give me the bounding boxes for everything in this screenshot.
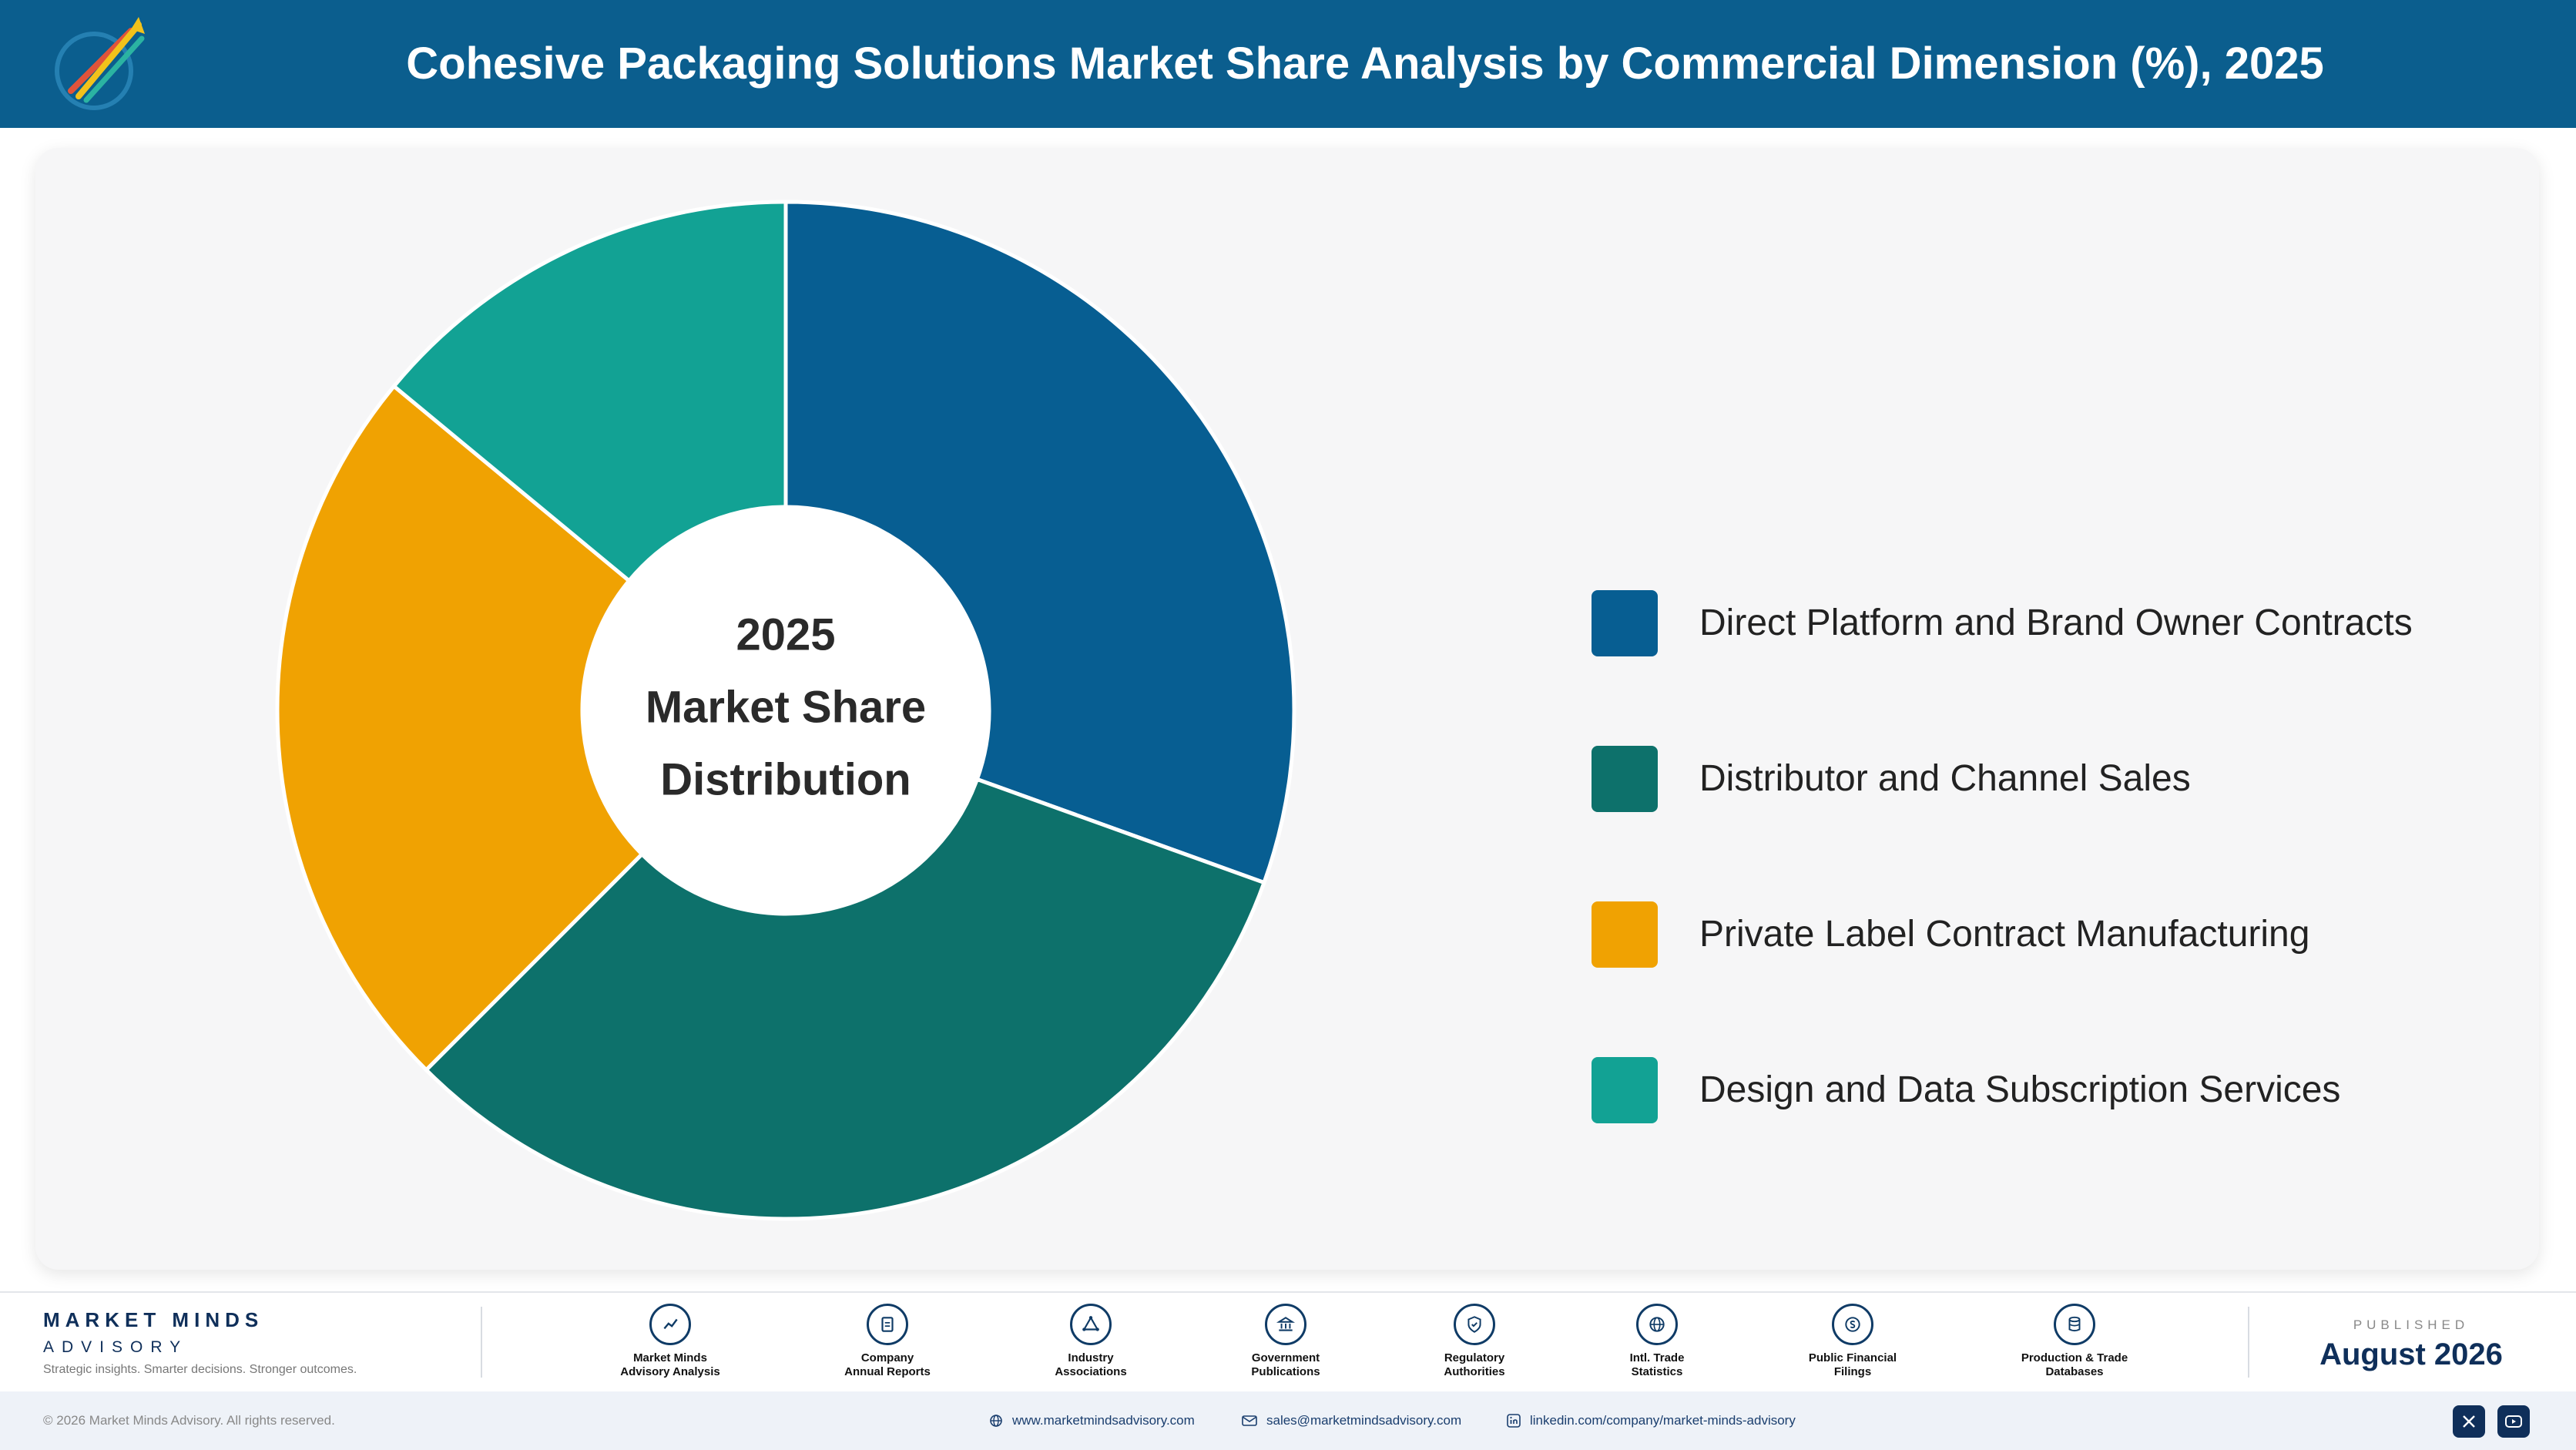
source-label: Market Minds Advisory Analysis: [620, 1351, 720, 1378]
linkedin-icon: [1507, 1414, 1521, 1428]
source-item: Regulatory Authorities: [1397, 1304, 1551, 1379]
rocket-logo-icon: [55, 17, 145, 110]
source-label: Government Publications: [1251, 1351, 1320, 1378]
globe-icon: [1636, 1304, 1678, 1345]
email-link[interactable]: sales@marketmindsadvisory.com: [1242, 1391, 1461, 1450]
source-label: Regulatory Authorities: [1444, 1351, 1505, 1378]
center-label-line-1: 2025: [736, 609, 835, 660]
legend-label: Private Label Contract Manufacturing: [1699, 914, 2310, 955]
globe-icon: [990, 1415, 1002, 1427]
mail-icon: [1242, 1415, 1257, 1426]
header-bar: Cohesive Packaging Solutions Market Shar…: [0, 0, 2576, 128]
trend-chart-icon: [649, 1304, 691, 1345]
donut-hole: [582, 507, 989, 914]
linkedin-text: linkedin.com/company/market-minds-adviso…: [1530, 1413, 1796, 1428]
source-item: Intl. Trade Statistics: [1580, 1304, 1734, 1379]
footer-divider: [481, 1307, 482, 1378]
center-label-line-2: Market Share: [646, 682, 926, 732]
document-icon: [867, 1304, 908, 1345]
database-icon: [2054, 1304, 2095, 1345]
footer: MARKET MINDS ADVISORY Strategic insights…: [0, 1291, 2576, 1393]
legend-label: Direct Platform and Brand Owner Contract…: [1699, 602, 2413, 643]
brand-name: MARKET MINDS: [43, 1308, 264, 1331]
legend-swatch: [1592, 746, 1658, 812]
source-label: Intl. Trade Statistics: [1629, 1351, 1685, 1378]
bottom-bar: © 2026 Market Minds Advisory. All rights…: [0, 1391, 2576, 1450]
source-label: Production & Trade Databases: [2021, 1351, 2128, 1378]
source-item: Public Financial Filings: [1776, 1304, 1930, 1379]
legend-label: Design and Data Subscription Services: [1699, 1069, 2341, 1110]
website-link[interactable]: www.marketmindsadvisory.com: [989, 1391, 1195, 1450]
legend-label: Distributor and Channel Sales: [1699, 758, 2191, 799]
page-title: Cohesive Packaging Solutions Market Shar…: [406, 39, 2324, 89]
brand-subtitle: ADVISORY: [43, 1338, 189, 1356]
legend-swatch: [1592, 901, 1658, 968]
currency-icon: [1832, 1304, 1873, 1345]
published-block: PUBLISHED August 2026: [2296, 1317, 2527, 1372]
email-text: sales@marketmindsadvisory.com: [1266, 1413, 1462, 1428]
legend-swatch: [1592, 590, 1658, 656]
source-label: Industry Associations: [1055, 1351, 1127, 1378]
source-item: Government Publications: [1209, 1304, 1363, 1379]
source-label: Company Annual Reports: [844, 1351, 931, 1378]
x-icon[interactable]: [2453, 1405, 2485, 1438]
published-date: August 2026: [2319, 1338, 2503, 1371]
source-item: Market Minds Advisory Analysis: [593, 1304, 747, 1379]
chart-panel: 2025 Market Share Distribution Direct Plat…: [35, 148, 2539, 1270]
source-label: Public Financial Filings: [1808, 1351, 1897, 1378]
footer-divider: [2248, 1307, 2249, 1378]
website-text: www.marketmindsadvisory.com: [1012, 1413, 1195, 1428]
network-icon: [1070, 1304, 1112, 1345]
government-building-icon: [1265, 1304, 1306, 1345]
donut-chart: 2025 Market Share Distribution: [275, 200, 1296, 1221]
shield-check-icon: [1454, 1304, 1495, 1345]
brand-tagline: Strategic insights. Smarter decisions. S…: [43, 1363, 357, 1376]
source-item: Company Annual Reports: [810, 1304, 964, 1379]
published-label: PUBLISHED: [2353, 1317, 2470, 1332]
linkedin-link[interactable]: linkedin.com/company/market-minds-adviso…: [1507, 1391, 1796, 1450]
brand-block: MARKET MINDS ADVISORY Strategic insights…: [43, 1308, 357, 1377]
source-item: Production & Trade Databases: [1997, 1304, 2152, 1379]
center-label-line-3: Distribution: [660, 754, 911, 804]
legend-swatch: [1592, 1057, 1658, 1123]
source-item: Industry Associations: [1014, 1304, 1168, 1379]
copyright-text: © 2026 Market Minds Advisory. All rights…: [43, 1413, 335, 1428]
youtube-icon[interactable]: [2497, 1405, 2530, 1438]
